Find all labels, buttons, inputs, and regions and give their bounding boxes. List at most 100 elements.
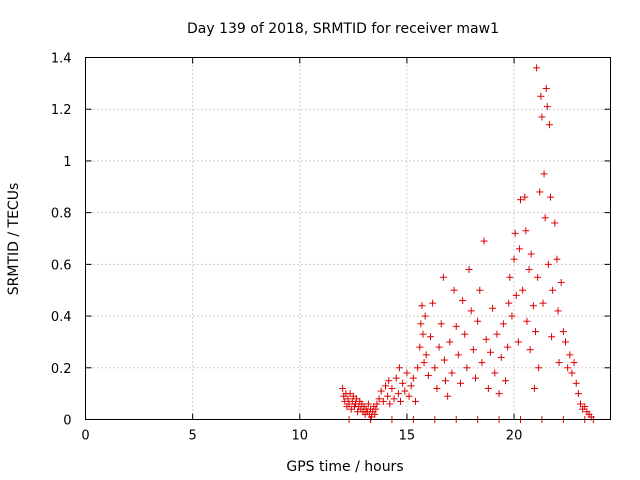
data-point <box>568 369 576 377</box>
data-point <box>554 307 562 315</box>
data-point <box>502 377 509 385</box>
y-tick-label-5: 1 <box>63 155 71 170</box>
data-point <box>535 364 543 372</box>
data-point <box>508 312 516 320</box>
data-point <box>392 374 400 382</box>
y-tick-label-2: 0.4 <box>51 310 72 325</box>
plot-frame <box>85 57 611 420</box>
data-point <box>474 317 482 325</box>
data-point <box>439 273 447 281</box>
data-point <box>472 374 479 382</box>
data-point <box>523 317 531 325</box>
data-point <box>547 193 554 201</box>
data-point <box>519 286 527 294</box>
y-tick-label-3: 0.6 <box>51 258 72 273</box>
data-point <box>493 330 501 338</box>
data-point <box>532 328 539 336</box>
data-point <box>530 384 538 392</box>
y-tick-label-7: 1.4 <box>51 52 72 67</box>
data-point <box>399 379 407 387</box>
data-point <box>420 359 428 367</box>
data-point <box>377 387 385 395</box>
data-point <box>555 359 563 367</box>
data-point <box>511 229 519 237</box>
data-point <box>397 397 404 405</box>
data-point <box>514 338 522 346</box>
data-point <box>435 343 443 351</box>
data-point <box>344 395 352 403</box>
y-tick-label-1: 0.2 <box>51 362 72 377</box>
data-point <box>537 92 545 100</box>
data-point <box>429 299 437 307</box>
data-point <box>487 348 494 356</box>
data-point <box>504 343 512 351</box>
data-point <box>371 410 379 418</box>
x-axis-title: GPS time / hours <box>286 459 403 475</box>
data-point <box>521 193 529 201</box>
data-point <box>539 299 547 307</box>
data-point <box>450 286 458 294</box>
data-point <box>538 113 546 121</box>
data-point <box>540 170 548 178</box>
data-point <box>482 335 490 343</box>
data-point <box>444 392 452 400</box>
data-point <box>517 196 524 204</box>
data-point <box>541 214 549 222</box>
data-point <box>476 286 484 294</box>
data-point <box>385 377 393 385</box>
data-point <box>548 333 556 341</box>
data-point <box>570 359 578 367</box>
x-tick-label-2: 10 <box>292 429 309 444</box>
data-point <box>395 364 403 372</box>
data-point <box>506 273 514 281</box>
data-point <box>469 346 477 354</box>
x-tick-label-1: 5 <box>189 429 197 444</box>
data-point <box>480 237 488 245</box>
data-point <box>448 369 456 377</box>
data-point <box>437 320 445 328</box>
data-point <box>401 387 409 395</box>
x-tick-label-3: 15 <box>399 429 416 444</box>
data-point <box>545 121 553 129</box>
data-point <box>463 364 471 372</box>
data-point <box>418 302 426 310</box>
data-point <box>452 322 460 330</box>
data-point <box>424 372 432 380</box>
data-point <box>533 64 541 72</box>
data-point <box>529 302 537 310</box>
data-point <box>372 405 380 413</box>
data-point <box>375 395 383 403</box>
data-point <box>581 403 589 411</box>
data-point <box>484 384 492 392</box>
data-point <box>379 397 387 405</box>
data-point <box>497 353 505 361</box>
data-point <box>515 245 523 253</box>
data-point <box>562 338 569 346</box>
data-point <box>409 374 417 382</box>
data-point <box>416 343 424 351</box>
x-tick-label-4: 20 <box>506 429 523 444</box>
data-point <box>526 346 534 354</box>
data-point <box>403 369 411 377</box>
data-point <box>505 299 513 307</box>
data-point <box>544 260 552 268</box>
y-axis-title: SRMTID / TECUs <box>6 183 22 296</box>
data-point <box>388 384 396 392</box>
data-point <box>382 382 389 390</box>
x-tick-label-0: 0 <box>81 429 89 444</box>
data-point <box>412 397 419 405</box>
data-point <box>339 384 347 392</box>
data-point <box>442 377 449 385</box>
y-tick-label-0: 0 <box>63 414 71 429</box>
data-point <box>522 227 530 235</box>
data-point <box>461 330 469 338</box>
data-point <box>499 320 507 328</box>
data-point <box>390 395 398 403</box>
data-point <box>364 400 372 408</box>
y-tick-label-4: 0.8 <box>51 207 72 222</box>
data-point <box>394 390 402 398</box>
data-point <box>465 266 473 274</box>
data-point <box>414 364 422 372</box>
data-point <box>551 219 559 227</box>
data-point <box>431 364 439 372</box>
